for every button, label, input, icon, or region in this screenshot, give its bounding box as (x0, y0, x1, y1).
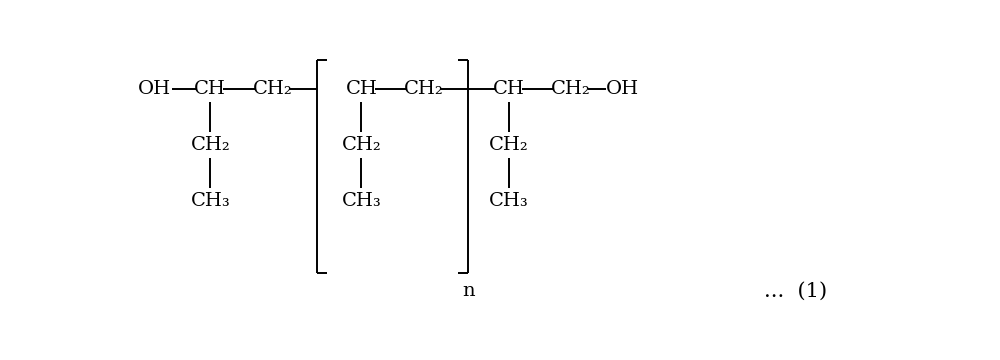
Text: CH₃: CH₃ (489, 192, 528, 210)
Text: ...  (1): ... (1) (764, 282, 827, 301)
Text: CH₂: CH₂ (489, 136, 528, 154)
Text: CH: CH (194, 80, 226, 98)
Text: n: n (462, 282, 475, 300)
Text: CH₃: CH₃ (190, 192, 230, 210)
Text: CH: CH (345, 80, 377, 98)
Text: CH₂: CH₂ (190, 136, 230, 154)
Text: CH₂: CH₂ (404, 80, 443, 98)
Text: CH: CH (493, 80, 525, 98)
Text: CH₂: CH₂ (551, 80, 590, 98)
Text: OH: OH (138, 80, 171, 98)
Text: OH: OH (606, 80, 639, 98)
Text: CH₃: CH₃ (342, 192, 381, 210)
Text: CH₂: CH₂ (342, 136, 381, 154)
Text: CH₂: CH₂ (252, 80, 292, 98)
